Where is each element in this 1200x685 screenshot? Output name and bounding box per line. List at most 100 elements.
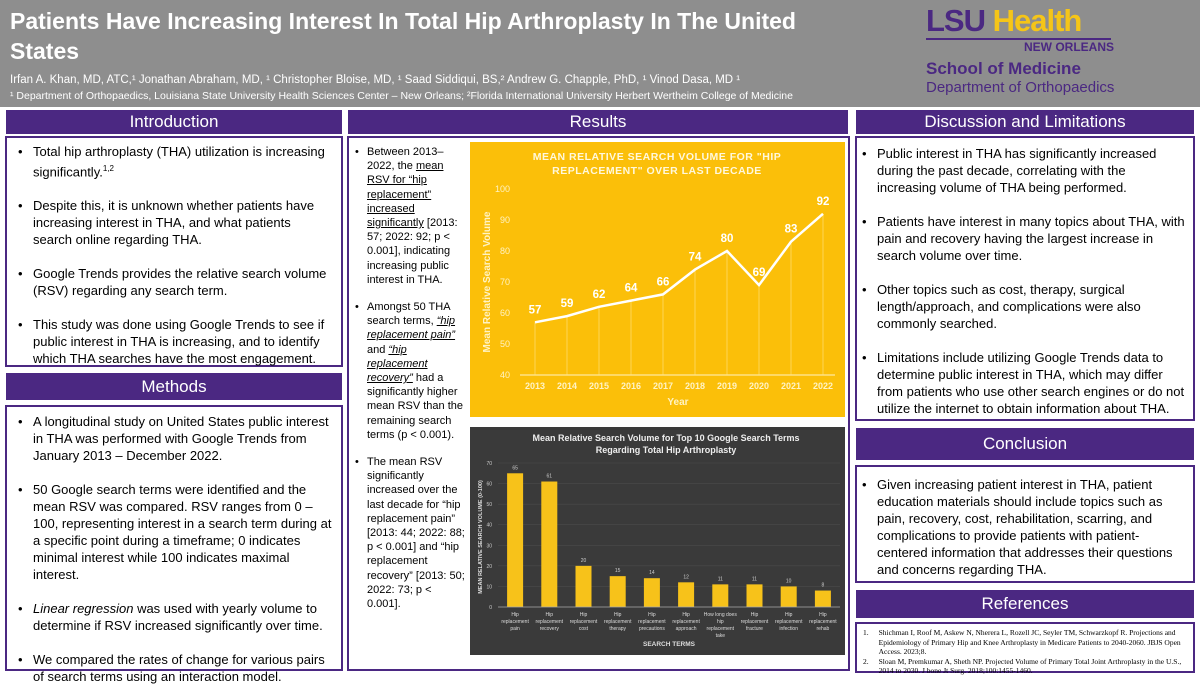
x-tick-label: 2015 <box>589 381 609 391</box>
poster-title: Patients Have Increasing Interest In Tot… <box>10 8 796 64</box>
y-tick-label: 40 <box>500 370 510 380</box>
y-tick-label: 60 <box>500 308 510 318</box>
bar-chart: Mean Relative Search Volume for Top 10 G… <box>470 427 845 655</box>
data-label: 65 <box>512 465 518 471</box>
data-label: 80 <box>721 233 734 245</box>
x-axis-label: SEARCH TERMS <box>643 641 696 648</box>
methods-text: was used with yearly volume to determine… <box>33 601 323 633</box>
data-label: 12 <box>683 574 689 580</box>
t: “hip replacement pain” <box>367 315 456 342</box>
references-box: 1. Shichman I, Roof M, Askew N, Nherera L… <box>855 622 1195 676</box>
bar <box>575 565 592 607</box>
data-label: 11 <box>752 576 757 582</box>
y-tick-label: 20 <box>486 564 492 570</box>
discussion-heading: Discussion and Limitations <box>856 110 1194 134</box>
results-bullet: Between 2013–2022, the mean RSV for “hip… <box>351 145 465 287</box>
results-bullet: Amongst 50 THA search terms, “hip replac… <box>351 300 465 442</box>
intro-bullet: Total hip arthroplasty (THA) utilization… <box>13 143 333 180</box>
data-label: 62 <box>593 289 606 301</box>
x-tick-label: replacement <box>604 619 632 625</box>
data-label: 69 <box>753 267 766 279</box>
conclusion-bullet: Given increasing patient interest in THA… <box>857 476 1187 578</box>
conclusion-box: Given increasing patient interest in THA… <box>855 465 1195 583</box>
x-tick-label: fracture <box>746 626 763 632</box>
y-tick-label: 100 <box>495 184 510 194</box>
bar <box>678 582 695 607</box>
logo-department: Department of Orthopaedics <box>926 79 1115 96</box>
data-label: 8 <box>822 583 825 589</box>
x-axis-label: Year <box>667 397 688 408</box>
poster-header: Patients Have Increasing Interest In Tot… <box>0 0 1200 107</box>
logo-school: School of Medicine <box>926 59 1081 78</box>
intro-text: Total hip arthroplasty (THA) utilization… <box>33 144 325 180</box>
y-tick-label: 70 <box>500 277 510 287</box>
bar <box>643 578 660 607</box>
ref-text: Sloan M, Premkumar A, Sheth NP. Projecte… <box>878 656 1182 676</box>
logo-lsu: LSU <box>926 3 986 38</box>
x-tick-label: 2014 <box>557 381 577 391</box>
discussion-bullet: Other topics such as cost, therapy, surg… <box>857 281 1187 332</box>
y-tick-label: 30 <box>486 543 492 549</box>
line-chart: MEAN RELATIVE SEARCH VOLUME FOR "HIP REPL… <box>470 142 845 417</box>
x-tick-label: cost <box>579 626 589 632</box>
x-tick-label: replacement <box>741 619 769 625</box>
chart-background <box>470 427 845 655</box>
x-tick-label: replacement <box>570 619 598 625</box>
t: had a significantly higher mean RSV than… <box>367 372 464 441</box>
discussion-box: Public interest in THA has significantly… <box>855 136 1195 421</box>
data-label: 20 <box>581 558 587 564</box>
data-label: 57 <box>529 304 542 316</box>
x-tick-label: 2016 <box>621 381 641 391</box>
x-tick-label: 2018 <box>685 381 705 391</box>
x-tick-label: 2021 <box>781 381 801 391</box>
methods-bullet: We compared the rates of change for vari… <box>13 651 333 685</box>
chart-title: Regarding Total Hip Arthroplasty <box>596 445 737 455</box>
data-label: 64 <box>625 283 638 295</box>
t: mean RSV for “hip replacement” increased… <box>367 160 444 230</box>
x-tick-label: 2013 <box>525 381 545 391</box>
y-tick-label: 0 <box>489 605 492 611</box>
logo-health: Health <box>992 3 1083 38</box>
bar <box>814 590 831 607</box>
x-tick-label: hip <box>717 619 724 625</box>
x-tick-label: infection <box>779 626 798 632</box>
results-heading: Results <box>348 110 848 134</box>
x-tick-label: recovery <box>540 626 560 632</box>
chart-title: REPLACEMENT" OVER LAST DECADE <box>552 165 762 177</box>
chart-title: Mean Relative Search Volume for Top 10 G… <box>532 433 799 443</box>
t: Amongst 50 THA search terms, <box>367 301 450 328</box>
y-tick-label: 50 <box>486 502 492 508</box>
x-tick-label: Hip <box>785 612 793 618</box>
x-tick-label: Hip <box>682 612 690 618</box>
intro-bullet: Despite this, it is unknown whether pati… <box>13 197 333 248</box>
x-tick-label: replacement <box>707 626 735 632</box>
discussion-bullet: Limitations include utilizing Google Tre… <box>857 349 1187 417</box>
x-tick-label: therapy <box>609 626 626 632</box>
data-label: 59 <box>561 298 574 310</box>
x-tick-label: take <box>716 633 726 639</box>
x-tick-label: precautions <box>639 626 665 632</box>
reference-item: 2. Sloan M, Premkumar A, Sheth NP. Projec… <box>863 657 1187 676</box>
methods-bullet: Linear regression was used with yearly v… <box>13 600 333 634</box>
x-tick-label: approach <box>676 626 697 632</box>
emphasis: Linear regression <box>33 601 134 616</box>
results-bullet: The mean RSV significantly increased ove… <box>351 455 465 611</box>
x-tick-label: Hip <box>580 612 588 618</box>
x-tick-label: replacement <box>501 619 529 625</box>
x-tick-label: 2022 <box>813 381 833 391</box>
bar <box>541 481 558 607</box>
methods-bullet: 50 Google search terms were identified a… <box>13 481 333 583</box>
x-tick-label: replacement <box>536 619 564 625</box>
data-label: 66 <box>657 276 670 288</box>
bar <box>609 576 626 607</box>
x-tick-label: Hip <box>751 612 759 618</box>
intro-bullet: Google Trends provides the relative sear… <box>13 265 333 299</box>
x-tick-label: replacement <box>809 619 837 625</box>
reference-item: 1. Shichman I, Roof M, Askew N, Nherera L… <box>863 628 1187 657</box>
x-tick-label: pain <box>510 626 520 632</box>
y-tick-label: 60 <box>486 482 492 488</box>
x-tick-label: Hip <box>511 612 519 618</box>
logo-city: NEW ORLEANS <box>1024 40 1114 54</box>
affiliations: ¹ Department of Orthopaedics, Louisiana … <box>10 90 793 102</box>
discussion-bullet: Public interest in THA has significantly… <box>857 145 1187 196</box>
